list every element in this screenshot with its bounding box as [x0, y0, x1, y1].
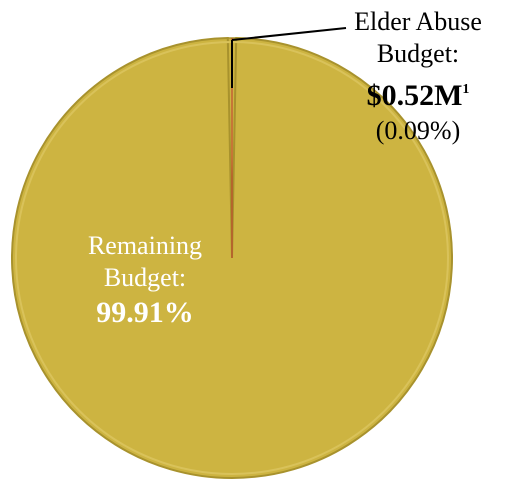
- remaining-slice-label: Remaining Budget: 99.91%: [60, 230, 230, 332]
- elder-percent-label: (0.09%): [375, 116, 461, 145]
- elder-abuse-slice-label: Elder Abuse Budget: $0.52M1 (0.09%): [338, 6, 498, 146]
- elder-footnote-marker: 1: [462, 82, 470, 97]
- elder-label-line2: Budget:: [376, 39, 460, 68]
- remaining-budget-slice: [11, 37, 453, 479]
- elder-amount-label: $0.52M1: [367, 70, 470, 116]
- elder-label-line1: Elder Abuse: [354, 7, 482, 36]
- remaining-label-line1: Remaining: [87, 231, 203, 260]
- remaining-percent-label: 99.91%: [96, 296, 194, 329]
- elder-amount: $0.52M: [366, 79, 463, 112]
- remaining-label-line2: Budget:: [103, 263, 187, 292]
- leader-line-horizontal: [231, 27, 347, 41]
